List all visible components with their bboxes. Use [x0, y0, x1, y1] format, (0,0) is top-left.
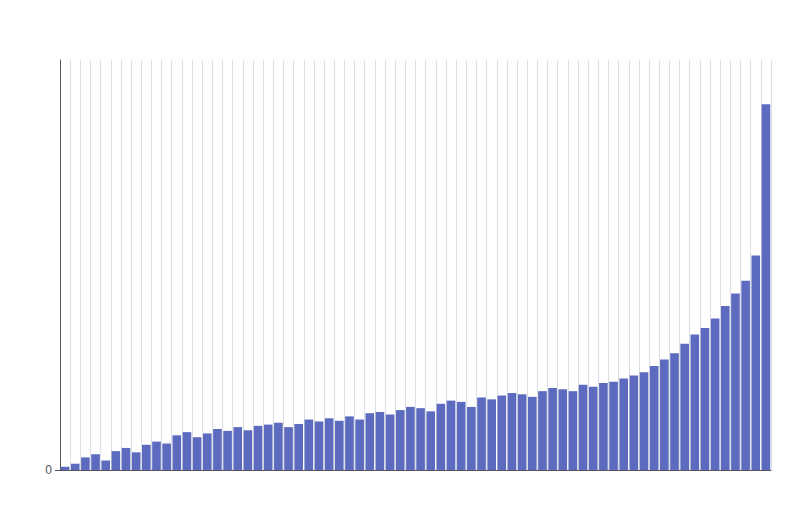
svg-text:0: 0	[45, 463, 52, 477]
